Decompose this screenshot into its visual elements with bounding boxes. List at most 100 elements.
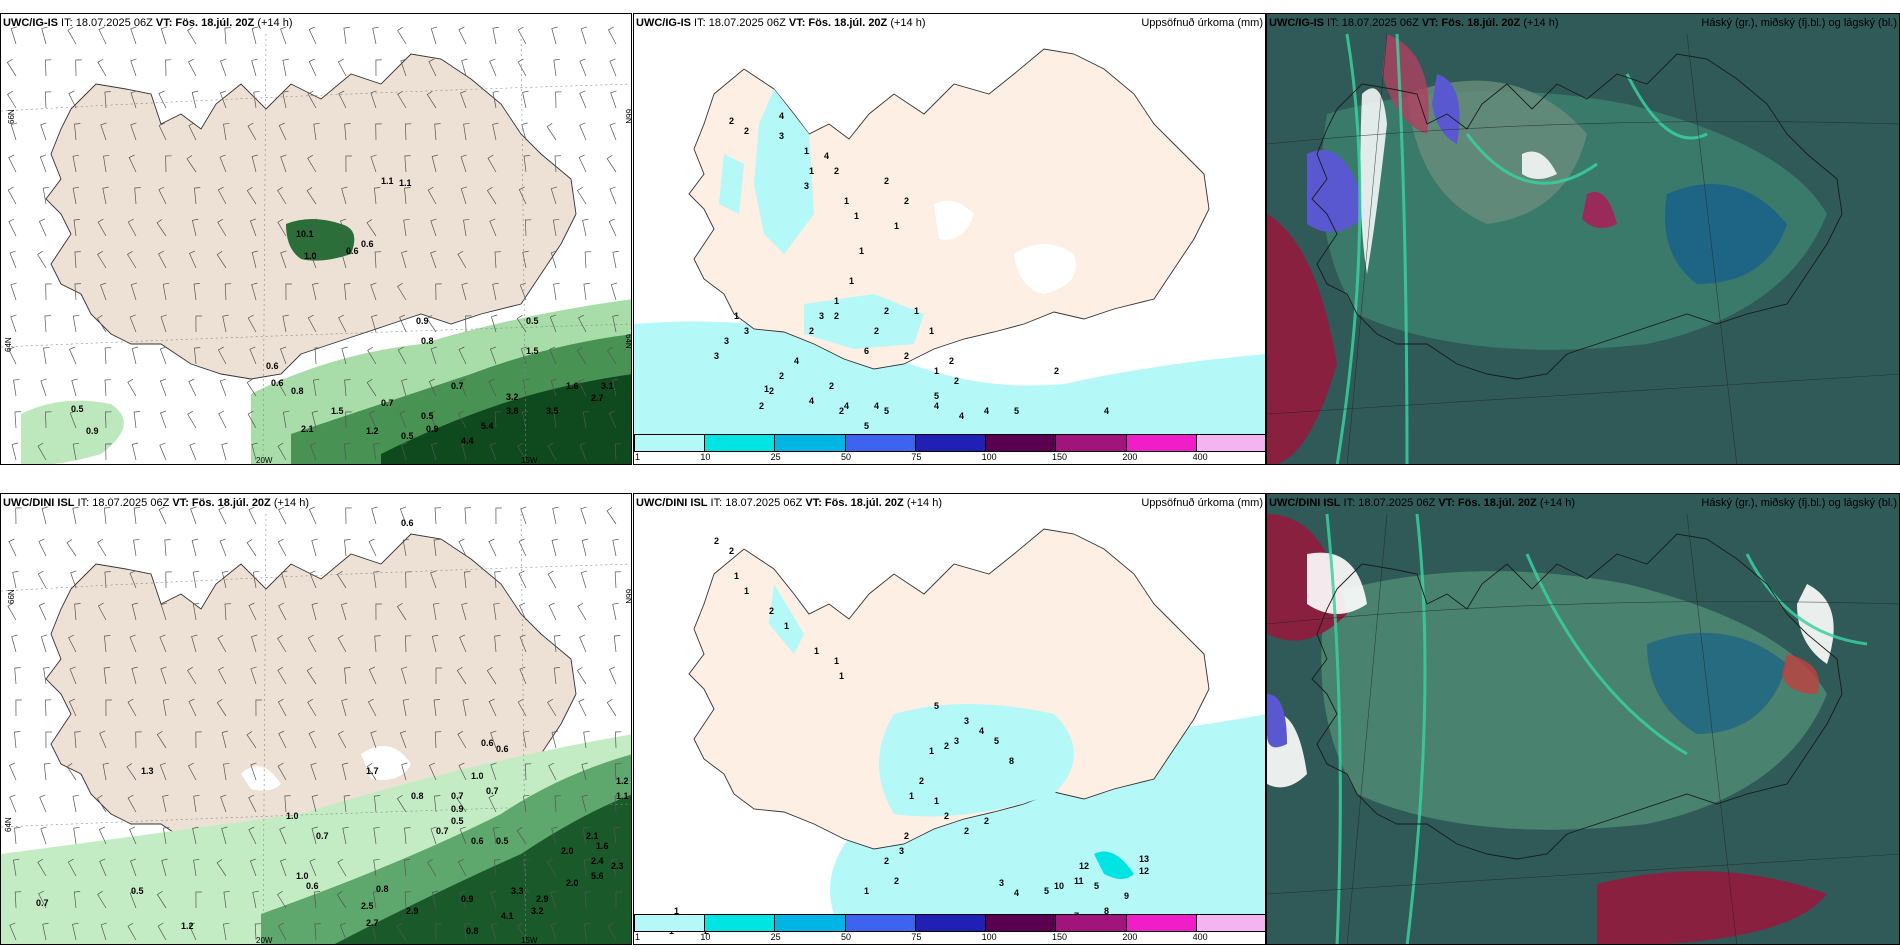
wind-barb [464,507,471,525]
wind-barb [551,26,558,45]
precip-value-label: 0.5 [421,411,434,421]
wind-barb [100,282,107,301]
wind-barb [344,283,351,301]
precip-value-label: 5 [934,391,939,401]
wind-barb [431,442,438,461]
wind-barb [6,59,17,77]
panel-variable: Háský (gr.), miðský (fj.bl.) og lágský (… [1701,497,1897,509]
wind-barb [371,314,378,333]
precip-value-label: 3.2 [506,392,519,402]
wind-barb [458,762,467,781]
wind-barb [614,795,622,813]
wind-barb [250,762,257,781]
wind-barb [103,667,111,685]
wind-barb [310,218,317,237]
wind-barb [74,123,81,141]
panel-header: UWC/IG-IS IT: 18.07.2025 06Z VT: Fös. 18… [1269,17,1559,29]
precip-value-label: 4 [1104,406,1109,416]
wind-barb [247,314,257,333]
wind-barb [12,570,19,589]
wind-barb [251,58,258,77]
wind-barb [457,730,467,749]
wind-barb [127,922,137,941]
precip-value-label: 1 [934,366,939,376]
precip-value-label: 5 [994,736,999,746]
wind-barb [613,827,621,845]
wind-barb [251,154,258,173]
wind-barb [341,762,349,781]
wind-barb [489,442,497,461]
wind-barb [162,826,170,845]
precip-value-label: 2.9 [536,894,549,904]
precip-value-label: 1 [839,671,844,681]
precip-value-label: 2 [714,536,719,546]
wind-barb [127,218,137,237]
wind-barb [282,90,289,109]
wind-barb [464,923,471,941]
wind-barb [434,731,442,749]
wind-barb [397,346,407,365]
precip-value-label: 3 [819,311,824,321]
wind-barb [519,602,527,621]
wind-barb [488,794,497,813]
wind-barb [70,570,77,589]
panel-header: UWC/DINI ISL IT: 18.07.2025 06Z VT: Fös.… [636,497,942,509]
precip-value-label: 0.7 [486,786,499,796]
legend-swatch [986,435,1057,451]
wind-barb [459,890,467,909]
wind-barb [403,218,410,237]
precip-value-label: 2 [769,386,774,396]
wind-barb [344,379,351,397]
wind-barb [458,26,467,45]
wind-barb [460,90,467,109]
wind-barb [341,250,348,269]
precip-value-label: 8 [1104,906,1109,916]
wind-barb [465,315,472,333]
valid-time: VT: Fös. 18.júl. 20Z [1438,497,1537,509]
wind-barb [97,890,107,909]
wind-barb [71,378,78,397]
model-name: UWC/DINI ISL [636,497,708,509]
wind-barb [135,731,142,749]
wind-barb [99,858,107,877]
wind-barb [105,411,112,429]
wind-barb [612,538,619,557]
wind-barb [131,666,138,685]
wind-barb [13,378,20,397]
model-name: UWC/IG-IS [3,17,58,29]
wind-barb [370,730,377,749]
wind-barb [162,794,169,813]
wind-barb [553,667,561,685]
precip-value-label: 4 [979,726,984,736]
wind-barb [69,346,77,365]
wind-barb [431,890,439,909]
wind-barb [192,570,200,589]
wind-barb [277,666,287,685]
wind-barb [463,571,471,589]
wind-barb [8,218,17,237]
wind-barb [372,890,380,909]
wind-barb [494,859,501,877]
precip-value-label: 0.9 [416,316,429,326]
legend-tick: 1 [635,452,641,462]
wind-barb [463,218,470,237]
wind-barb [367,346,377,365]
wind-barb [72,922,79,941]
legend-tick: 1 [635,932,641,942]
wind-barb [311,602,318,621]
precip-value-label: 2 [954,376,959,386]
wind-barb [614,763,622,781]
wind-barb [43,763,51,781]
wind-barb [129,570,137,589]
wind-barb [66,763,77,781]
wind-barb [583,730,590,749]
wind-barb [610,90,617,109]
panel-variable: Uppsöfnuð úrkoma (mm) [1141,17,1263,29]
wind-barb [493,826,500,845]
wind-barb [162,698,170,717]
wind-barb [456,795,467,813]
wind-barb [579,122,587,141]
wind-barb [614,571,622,589]
wind-barb [396,603,407,621]
wind-barb [280,346,287,365]
